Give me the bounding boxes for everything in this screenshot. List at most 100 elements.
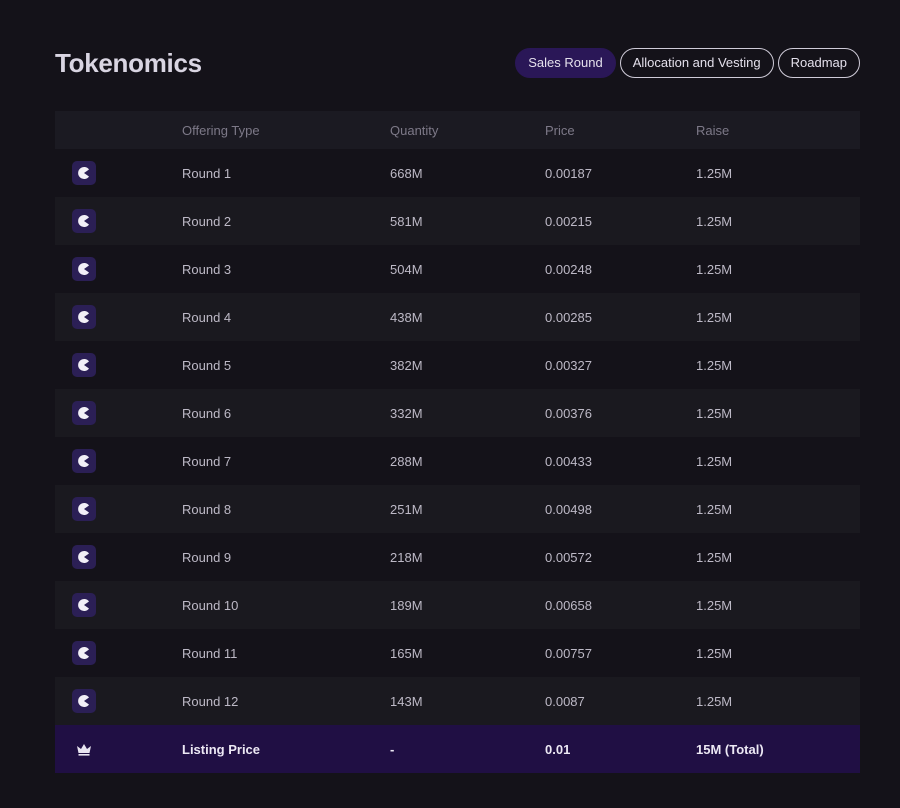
round-icon	[72, 353, 96, 377]
cell: Round 4	[182, 293, 390, 341]
icon-cell	[55, 629, 182, 677]
cell: 0.0087	[545, 677, 696, 725]
column-header: Quantity	[390, 111, 545, 149]
table-body: Round 1 668M 0.00187 1.25M Round 2 581M 0.0021…	[55, 149, 860, 773]
round-icon	[72, 449, 96, 473]
cell: 1.25M	[696, 293, 860, 341]
icon-cell	[55, 437, 182, 485]
cell: 0.00248	[545, 261, 592, 277]
tab[interactable]: Roadmap	[777, 48, 860, 78]
cell: 143M	[390, 677, 545, 725]
round-icon	[72, 689, 96, 713]
cell: 504M	[390, 261, 423, 277]
tab[interactable]: Allocation and Vesting	[619, 48, 774, 78]
icon-cell	[55, 245, 182, 293]
cell: 1.25M	[696, 261, 733, 277]
cell: Round 12	[182, 677, 390, 725]
round-icon	[72, 209, 96, 233]
cell: 1.25M	[696, 581, 860, 629]
cell: Round 7	[182, 453, 232, 469]
cell: 1.25M	[696, 165, 733, 181]
cell: Round 10	[182, 581, 390, 629]
icon-cell	[55, 581, 182, 629]
cell: -	[390, 725, 545, 773]
cell: 218M	[390, 549, 423, 565]
cell: 1.25M	[696, 485, 860, 533]
table-row: Round 2 581M 0.00215 1.25M	[55, 197, 860, 245]
cell: 1.25M	[696, 677, 860, 725]
cell: 0.00187	[545, 165, 592, 181]
table-row: Round 10 189M 0.00658 1.25M	[55, 581, 860, 629]
crown-icon	[77, 744, 91, 756]
round-icon	[72, 257, 96, 281]
icon-cell	[55, 485, 182, 533]
cell: Round 6	[182, 389, 390, 437]
cell: 0.00376	[545, 389, 696, 437]
round-icon	[72, 401, 96, 425]
column-header: Price	[545, 111, 696, 149]
cell: Round 5	[182, 357, 232, 373]
cell: 382M	[390, 357, 423, 373]
cell: 1.25M	[696, 453, 733, 469]
cell: 288M	[390, 453, 423, 469]
table-row: Round 1 668M 0.00187 1.25M	[55, 149, 860, 197]
table-row: Round 9 218M 0.00572 1.25M	[55, 533, 860, 581]
icon-header	[55, 111, 182, 149]
cell: 0.00572	[545, 549, 592, 565]
cell: 1.25M	[696, 549, 733, 565]
round-icon	[72, 497, 96, 521]
cell: Round 9	[182, 549, 232, 565]
table-row: Round 8 251M 0.00498 1.25M	[55, 485, 860, 533]
cell: Round 2	[182, 197, 390, 245]
table-row: Round 12 143M 0.0087 1.25M	[55, 677, 860, 725]
table-row: Round 3 504M 0.00248 1.25M	[55, 245, 860, 293]
tokenomics-table: Offering Type Quantity Price Raise Round 1 6…	[55, 111, 860, 773]
icon-cell	[55, 389, 182, 437]
cell: 165M	[390, 645, 423, 661]
round-icon	[72, 545, 96, 569]
cell: 0.00433	[545, 453, 592, 469]
table-row: Round 11 165M 0.00757 1.25M	[55, 629, 860, 677]
table-row: Round 4 438M 0.00285 1.25M	[55, 293, 860, 341]
cell: Round 11	[182, 645, 238, 661]
tab[interactable]: Sales Round	[515, 48, 616, 78]
table-row: Listing Price -0.01 15M (Total)	[55, 725, 860, 773]
cell: 1.25M	[696, 357, 733, 373]
icon-cell	[55, 725, 182, 773]
cell: 15M (Total)	[696, 725, 860, 773]
cell: 189M	[390, 581, 545, 629]
cell: 1.25M	[696, 389, 860, 437]
cell: 1.25M	[696, 645, 733, 661]
table-row: Round 6 332M 0.00376 1.25M	[55, 389, 860, 437]
column-header: Offering Type	[182, 111, 390, 149]
cell: 251M	[390, 485, 545, 533]
cell: 0.00285	[545, 293, 696, 341]
icon-cell	[55, 293, 182, 341]
column-header: Raise	[696, 111, 860, 149]
cell: 0.00498	[545, 485, 696, 533]
round-icon	[72, 305, 96, 329]
cell: 0.00757	[545, 645, 592, 661]
table-row: Round 5 382M 0.00327 1.25M	[55, 341, 860, 389]
cell: 0.01	[545, 725, 696, 773]
cell: Listing Price	[182, 725, 390, 773]
cell: 332M	[390, 389, 545, 437]
icon-cell	[55, 197, 182, 245]
round-icon	[72, 161, 96, 185]
table-row: Round 7 288M 0.00433 1.25M	[55, 437, 860, 485]
icon-cell	[55, 533, 182, 581]
cell: Round 8	[182, 485, 390, 533]
icon-cell	[55, 149, 182, 197]
cell: 438M	[390, 293, 545, 341]
round-icon	[72, 641, 96, 665]
icon-cell	[55, 677, 182, 725]
cell: 0.00327	[545, 357, 592, 373]
cell: 581M	[390, 197, 545, 245]
cell: Round 1	[182, 165, 232, 181]
round-icon	[72, 593, 96, 617]
tab-bar: Sales Round Allocation and Vesting Roadmap	[515, 48, 860, 78]
cell: 668M	[390, 165, 423, 181]
page-title: Tokenomics	[55, 48, 202, 78]
cell: 0.00658	[545, 581, 696, 629]
